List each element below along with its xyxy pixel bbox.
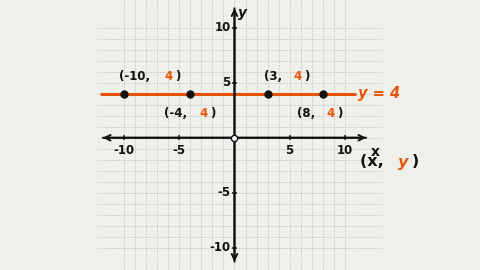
Text: x: x [371,146,380,160]
Text: 5: 5 [222,76,230,89]
Text: ): ) [412,154,419,170]
Text: (-4,: (-4, [164,107,191,120]
Text: -5: -5 [217,186,230,199]
Text: ): ) [337,107,342,120]
Text: (3,: (3, [264,70,287,83]
Text: (8,: (8, [297,107,320,120]
Text: 10: 10 [336,144,353,157]
Text: 10: 10 [215,21,230,34]
Text: (-10,: (-10, [119,70,154,83]
Text: ): ) [210,107,216,120]
Text: (x,: (x, [360,154,389,170]
Text: 4: 4 [165,70,173,83]
Text: y: y [398,154,408,170]
Text: -10: -10 [209,241,230,254]
Text: 5: 5 [286,144,294,157]
Text: 4: 4 [199,107,207,120]
Text: ): ) [175,70,180,83]
Text: ): ) [304,70,309,83]
Text: -5: -5 [173,144,186,157]
Text: 4: 4 [326,107,335,120]
Text: y = 4: y = 4 [358,86,400,101]
Text: 4: 4 [293,70,301,83]
Text: -10: -10 [114,144,135,157]
Text: y: y [239,5,247,19]
